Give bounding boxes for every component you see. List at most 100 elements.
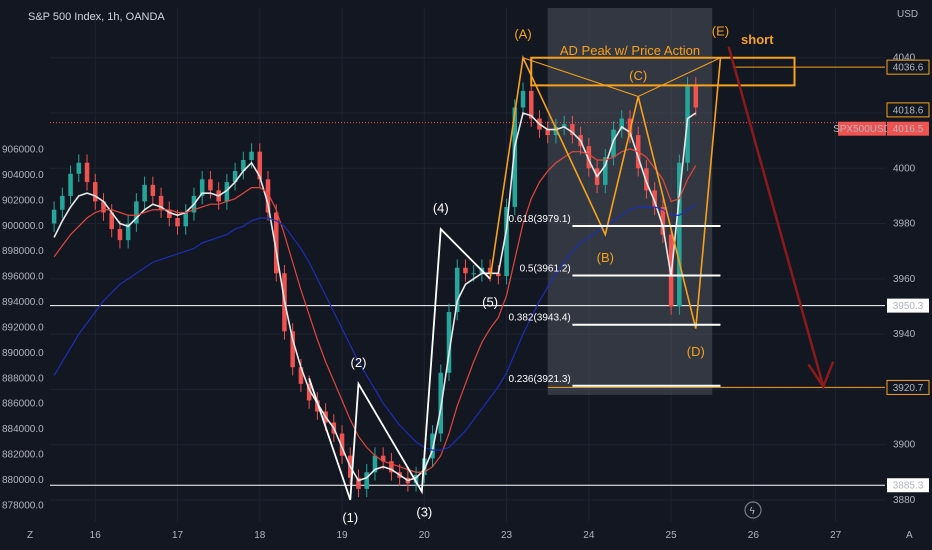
price-badge-label-5: 3920.7 (893, 383, 924, 394)
left-tick-label: 882000.0 (2, 450, 44, 461)
currency-label: USD (897, 9, 918, 20)
x-tick-label: 18 (254, 530, 266, 541)
candle-body (76, 162, 82, 174)
candle-body (487, 267, 493, 274)
candle-body (611, 129, 616, 158)
x-tick-label: 16 (90, 530, 102, 541)
candle-body (117, 229, 123, 241)
candle-body (553, 126, 559, 136)
candle-body (380, 455, 386, 462)
right-tick-label: 3880 (893, 495, 916, 506)
wave-drawings: (1) (2) (3) (4) (5) (A) (B) (C) (D) (E) (308, 24, 729, 525)
candle-body (183, 212, 189, 227)
right-axis[interactable]: 3880390039203940396039804000402040404036… (833, 53, 930, 506)
left-tick-label: 888000.0 (2, 373, 44, 384)
candle-body (372, 455, 378, 473)
candle-body (175, 218, 180, 227)
price-badge-4 (887, 298, 929, 313)
auto-scale-button[interactable]: A (906, 530, 913, 541)
candle-body (520, 90, 526, 108)
candle-body (142, 184, 147, 202)
candle-body (92, 182, 98, 202)
x-tick-label: 26 (748, 530, 760, 541)
candle-body (586, 146, 592, 169)
candle-body (101, 201, 106, 213)
candle-body (273, 212, 279, 274)
left-tick-label: 896000.0 (2, 272, 44, 283)
right-tick-label: 3900 (893, 440, 916, 451)
right-tick-label: 4000 (893, 163, 916, 174)
left-tick-label: 890000.0 (2, 348, 44, 359)
ad-peak-box (530, 56, 796, 87)
candle-body (652, 190, 657, 207)
price-badge-label-0: 4036.6 (893, 63, 924, 74)
peak-annotation: AD Peak w/ Price Action (560, 43, 700, 58)
corrective-b-d-line (522, 57, 721, 97)
candle-body (290, 331, 295, 368)
candle-body (109, 212, 114, 230)
corrective-label-e: (E) (712, 24, 729, 39)
fib-label-0: 0.618(3979.1) (508, 214, 570, 225)
left-tick-label: 880000.0 (2, 475, 44, 486)
corrective-wave-line (489, 54, 722, 329)
candle-body (644, 168, 649, 191)
candle-body (471, 273, 476, 275)
candle-body (677, 162, 682, 307)
candle-body (150, 184, 156, 196)
price-badge-6 (887, 478, 929, 493)
candle-body (413, 475, 419, 484)
impulse-wave-line (308, 227, 491, 501)
candle-body (693, 85, 699, 108)
x-tick-label: 27 (830, 530, 842, 541)
short-arrow-line (727, 46, 825, 387)
left-tick-label: 906000.0 (2, 144, 44, 155)
left-tick-label: 892000.0 (2, 322, 44, 333)
fib-label-1: 0.5(3961.2) (520, 264, 571, 275)
left-tick-label: 894000.0 (2, 297, 44, 308)
left-tick-label: 878000.0 (2, 500, 44, 511)
lightning-icon[interactable] (744, 501, 762, 519)
candle-body (68, 173, 73, 196)
candle-body (134, 201, 139, 224)
wave-label-2: (2) (351, 355, 367, 370)
candle-body (430, 433, 435, 459)
candle-body (389, 461, 394, 473)
x-tick-label: 17 (172, 530, 184, 541)
price-badge-label-4: 3950.3 (893, 301, 924, 312)
candle-body (561, 124, 567, 127)
price-badge-2 (838, 121, 886, 136)
corrective-label-a: (A) (514, 26, 531, 41)
price-badge-3 (887, 121, 929, 136)
price-badge-label-2: SPX500USD (833, 124, 891, 135)
tradingview-logo-icon[interactable]: Z (27, 530, 33, 541)
horizontal-levels (50, 66, 885, 486)
candle-body (496, 273, 501, 277)
candle-body (446, 311, 452, 373)
right-tick-label: 4040 (893, 53, 916, 64)
moving-averages (53, 111, 697, 482)
left-tick-label: 904000.0 (2, 170, 44, 181)
candle-body (257, 151, 263, 180)
x-tick-label: 24 (583, 530, 595, 541)
moving-average-line-3 (53, 203, 697, 451)
chart-title: S&P 500 Index, 1h, OANDA (28, 11, 165, 23)
left-tick-label: 900000.0 (2, 221, 44, 232)
x-tick-label: 19 (336, 530, 348, 541)
price-badge-label-3: 4016.5 (893, 124, 924, 135)
candle-body (51, 209, 57, 224)
candle-body (167, 209, 172, 219)
candle-body (339, 433, 345, 456)
wave-label-3: (3) (416, 504, 432, 519)
candle-body (60, 195, 65, 210)
candle-body (528, 90, 534, 119)
candle-body (660, 206, 666, 235)
candle-body (298, 367, 304, 384)
candle-body (627, 118, 633, 136)
corrective-label-b: (B) (597, 250, 614, 265)
candle-body (224, 182, 230, 202)
x-tick-label: 25 (666, 530, 678, 541)
left-tick-label: 884000.0 (2, 424, 44, 435)
x-axis[interactable]: 16 17 18 19 20 23 24 25 26 27 (90, 530, 842, 541)
left-tick-label: 902000.0 (2, 195, 44, 206)
